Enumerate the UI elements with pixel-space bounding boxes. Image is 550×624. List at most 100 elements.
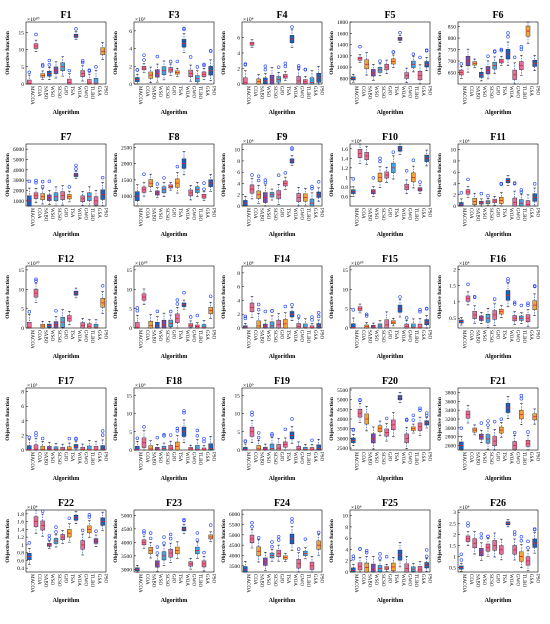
outlier: [411, 52, 416, 56]
category-label: PSO: [210, 86, 215, 96]
y-tick-label: 0: [129, 326, 132, 332]
category-label: COA: [144, 208, 149, 219]
category-label: TLBO: [89, 330, 94, 343]
y-tick-label: 1.2: [341, 166, 348, 172]
category-label: TLBO: [197, 574, 202, 587]
outlier: [27, 541, 32, 545]
y-tick-label: 0.6: [17, 558, 24, 564]
y-axis-label: Objective function: [113, 31, 119, 75]
y-tick-label: 0.5: [449, 566, 456, 572]
y-tick-label: 10: [127, 412, 133, 418]
outlier: [391, 50, 396, 54]
category-label: TSA: [177, 574, 182, 584]
category-label: WOA: [76, 452, 81, 464]
panel-title: F16: [490, 254, 506, 265]
outlier: [316, 314, 321, 319]
category-label: MACOA: [245, 86, 250, 105]
box: [309, 77, 315, 85]
y-tick-label: 4: [237, 298, 240, 304]
plot-frame: [25, 265, 107, 329]
outlier: [162, 432, 166, 437]
category-label: WOA: [184, 452, 189, 464]
category-label: WSO: [481, 330, 486, 342]
outlier: [175, 429, 180, 433]
category-label: GWO: [82, 208, 87, 220]
outlier: [142, 529, 146, 533]
box: [309, 325, 315, 329]
category-label: GWO: [298, 208, 303, 220]
category-label: GSA: [96, 330, 101, 340]
category-label: COA: [36, 86, 41, 97]
category-label: GWO: [298, 86, 303, 98]
category-label: TSA: [177, 452, 182, 462]
outlier: [472, 295, 477, 300]
category-label: GJO: [62, 86, 67, 96]
y-tick-label: 6000: [229, 512, 240, 518]
y-tick-label: 4000: [229, 553, 240, 559]
y-tick-label: 15: [235, 393, 241, 399]
x-axis-label: Algorithm: [269, 598, 296, 604]
box: [417, 566, 423, 573]
category-label: GJO: [494, 86, 499, 96]
outlier: [270, 544, 274, 549]
plot-frame: [241, 21, 323, 85]
panel-title: F21: [490, 376, 506, 387]
panel-f3: F3 ×10⁵ 0 2 4 6 Objective function MACOA COA SABO…: [113, 10, 215, 116]
outlier: [263, 178, 268, 182]
y-tick-label: 1200: [337, 54, 348, 60]
x-axis-label: Algorithm: [377, 598, 404, 604]
category-label: COA: [36, 330, 41, 341]
panel-title: F13: [166, 254, 182, 265]
outlier: [148, 536, 153, 541]
y-tick-label: 1000: [13, 199, 24, 205]
category-label: TSA: [393, 574, 398, 584]
plot-frame: [457, 21, 539, 85]
y-axis-label: Objective function: [113, 275, 119, 319]
outlier: [290, 417, 294, 421]
y-tick-label: 8: [345, 525, 348, 531]
outlier: [256, 178, 261, 183]
outlier: [162, 434, 166, 438]
y-tick-label: 6: [129, 29, 132, 35]
box: [27, 79, 32, 85]
category-label: GJO: [386, 208, 391, 218]
outlier: [270, 433, 274, 438]
category-label: GWO: [82, 452, 87, 464]
category-label: GJO: [494, 574, 499, 584]
category-label: TSA: [69, 574, 74, 584]
category-label: GSA: [204, 574, 209, 584]
category-label: GSA: [204, 208, 209, 218]
category-label: GJO: [62, 452, 67, 462]
category-label: GSA: [528, 452, 533, 462]
y-tick-label: 3500: [229, 564, 240, 570]
panel-title: F25: [382, 498, 398, 509]
category-label: PSO: [318, 330, 323, 340]
category-label: WOA: [508, 330, 513, 342]
y-axis-label: Objective function: [5, 275, 11, 319]
outlier: [135, 68, 140, 72]
category-label: MACOA: [29, 330, 34, 349]
y-tick-label: 1400: [337, 43, 348, 49]
category-label: TLBO: [521, 208, 526, 221]
category-label: MACOA: [461, 574, 466, 593]
y-tick-label: 3200: [445, 417, 456, 423]
plot-frame: [349, 21, 431, 85]
category-label: TLBO: [413, 86, 418, 99]
outlier: [94, 65, 98, 69]
category-label: PSO: [318, 452, 323, 462]
category-label: MACOA: [137, 208, 142, 227]
category-label: SCSO: [56, 574, 61, 587]
y-tick-label: 5000: [337, 398, 348, 404]
category-label: TLBO: [305, 452, 310, 465]
y-tick-label: 0: [21, 448, 24, 454]
outlier: [256, 174, 261, 178]
category-label: COA: [144, 574, 149, 585]
category-label: TLBO: [305, 574, 310, 587]
y-tick-label: 1: [21, 543, 24, 549]
category-label: WSO: [373, 574, 378, 586]
y-tick-label: 0.4: [17, 566, 24, 572]
y-tick-label: 4000: [337, 417, 348, 423]
box: [384, 319, 389, 329]
category-label: PSO: [534, 208, 539, 218]
